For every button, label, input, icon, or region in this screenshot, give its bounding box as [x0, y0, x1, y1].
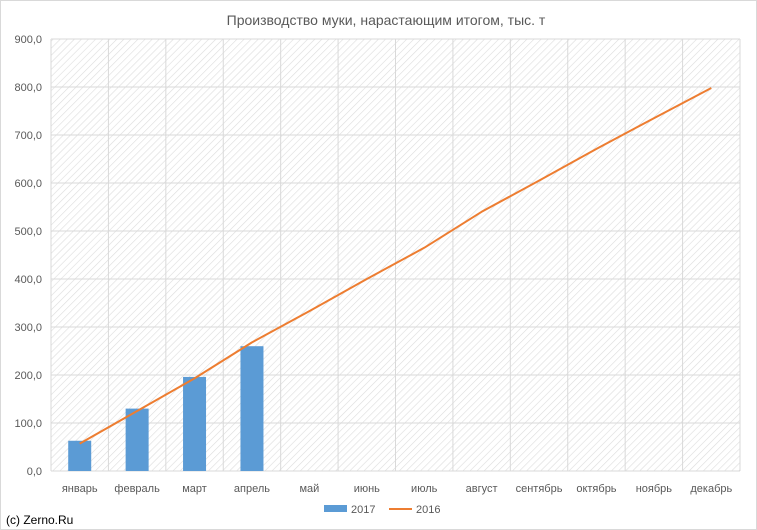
x-tick-label: февраль — [114, 483, 160, 495]
x-tick-label: ноябрь — [636, 483, 673, 495]
legend: 2017 2016 — [324, 504, 440, 516]
x-axis: январь февраль март апрель май июнь июль август… — [62, 483, 733, 495]
x-tick-label: декабрь — [690, 483, 732, 495]
legend-label-2017: 2017 — [351, 504, 375, 516]
x-tick-label: март — [182, 483, 207, 495]
gridlines — [50, 38, 741, 472]
y-tick-label: 700,0 — [14, 130, 42, 142]
x-tick-label: август — [466, 483, 498, 495]
x-tick-label: январь — [62, 483, 98, 495]
x-tick-label: октябрь — [576, 483, 616, 495]
y-tick-label: 100,0 — [14, 418, 42, 430]
y-tick-label: 600,0 — [14, 178, 42, 190]
legend-label-2016: 2016 — [416, 504, 440, 516]
x-tick-label: июль — [411, 483, 438, 495]
series-line — [79, 87, 712, 445]
x-tick-label: май — [299, 483, 319, 495]
bar-series-2017 — [68, 346, 264, 471]
bar — [125, 408, 149, 471]
y-tick-label: 0,0 — [27, 466, 42, 478]
y-tick-label: 300,0 — [14, 322, 42, 334]
legend-swatch-2017 — [324, 505, 347, 512]
y-tick-label: 800,0 — [14, 82, 42, 94]
line-series-2016 — [79, 87, 712, 445]
y-tick-label: 200,0 — [14, 370, 42, 382]
x-tick-label: июнь — [354, 483, 380, 495]
y-tick-label: 500,0 — [14, 226, 42, 238]
y-axis: 0,0 100,0 200,0 300,0 400,0 500,0 600,0 700,0 80… — [14, 34, 42, 478]
bar — [240, 346, 264, 471]
x-tick-label: сентябрь — [516, 483, 563, 495]
x-tick-label: апрель — [234, 483, 270, 495]
y-tick-label: 400,0 — [14, 274, 42, 286]
credit-text: (c) Zerno.Ru — [6, 513, 74, 527]
chart-title: Производство муки, нарастающим итогом, т… — [227, 12, 546, 28]
bar — [68, 440, 92, 471]
bar — [183, 376, 207, 471]
y-tick-label: 900,0 — [14, 34, 42, 46]
